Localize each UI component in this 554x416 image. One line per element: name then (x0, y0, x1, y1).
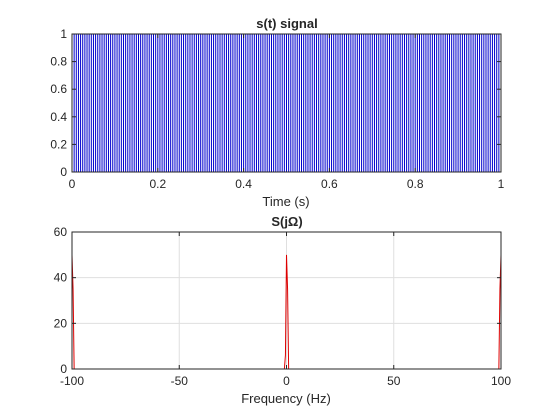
spectrum-x-tick-label: -100 (60, 374, 84, 388)
spectrum-x-tick-label: -50 (171, 374, 189, 388)
spectrum-y-ticks: 0 20 40 60 (54, 225, 501, 376)
time-x-tick-label: 0.4 (235, 177, 252, 191)
time-series-line (71, 33, 502, 173)
spectrum-x-tick-label: 50 (387, 374, 401, 388)
spectrum-x-tick-label: 100 (491, 374, 511, 388)
time-x-tick-label: 1 (498, 177, 505, 191)
spectrum-x-axis-label: Frequency (Hz) (241, 391, 331, 406)
time-x-axis-label: Time (s) (262, 194, 309, 209)
spectrum-plot-title: S(jΩ) (271, 214, 302, 229)
spectrum-y-tick-label: 0 (60, 362, 67, 376)
time-signal-axes: s(t) signal 0 0.2 0.4 0.6 0.8 1 0 0.2 0.4 0.6 0.8… (50, 16, 504, 209)
spectrum-x-tick-label: 0 (283, 374, 290, 388)
time-y-tick-label: 0.4 (50, 110, 67, 124)
time-plot-title: s(t) signal (256, 16, 317, 31)
time-x-tick-label: 0 (69, 177, 76, 191)
time-plot-frame (71, 33, 502, 173)
time-x-tick-label: 0.6 (321, 177, 338, 191)
spectrum-axes: S(jΩ) -100 -50 0 50 100 0 20 40 60 Frequency (H… (54, 214, 512, 406)
spectrum-series (71, 254, 502, 370)
time-x-ticks: 0 0.2 0.4 0.6 0.8 1 (69, 34, 505, 191)
time-x-tick-label: 0.8 (407, 177, 424, 191)
spectrum-y-tick-label: 40 (54, 271, 68, 285)
time-y-tick-label: 1 (60, 27, 67, 41)
time-y-tick-label: 0.8 (50, 55, 67, 69)
spectrum-y-tick-label: 60 (54, 225, 68, 239)
spectrum-x-ticks: -100 -50 0 50 100 (60, 232, 511, 388)
time-y-tick-label: 0 (60, 165, 67, 179)
time-y-tick-label: 0.6 (50, 82, 67, 96)
spectrum-series-line (71, 254, 502, 370)
time-y-ticks: 0 0.2 0.4 0.6 0.8 1 (50, 27, 501, 179)
time-y-tick-label: 0.2 (50, 137, 67, 151)
spectrum-y-tick-label: 20 (54, 316, 68, 330)
time-x-tick-label: 0.2 (149, 177, 166, 191)
time-signal-series (71, 33, 502, 173)
